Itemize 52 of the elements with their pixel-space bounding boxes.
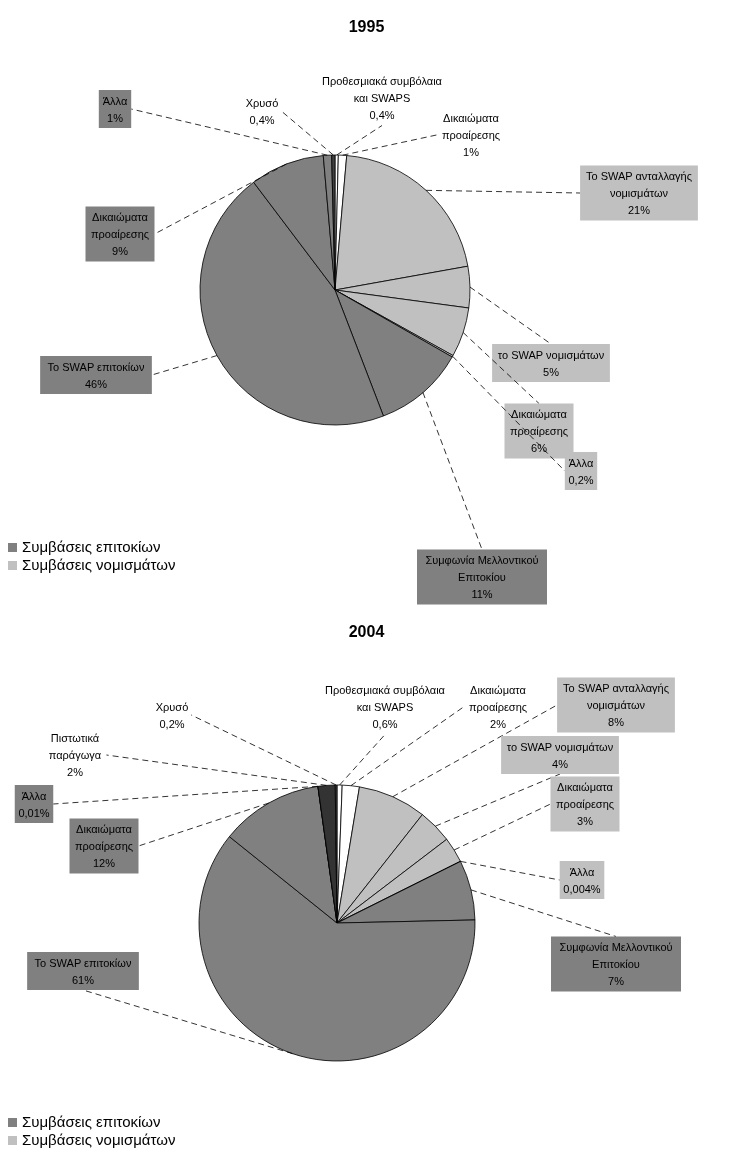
- text: Συμβάσεις επιτοκίων: [22, 1113, 161, 1130]
- data-label: 8%: [608, 716, 625, 728]
- slice-label: Άλλα: [569, 865, 595, 878]
- slice-label: Δικαιώματα προαίρεσης: [509, 408, 569, 437]
- slice-label: Άλλα: [568, 456, 594, 469]
- slice-label: Προθεσμιακά συμβόλαια και SWAPS: [325, 684, 446, 713]
- data-label: 61%: [71, 973, 95, 986]
- data-label: 0,6%: [372, 718, 398, 730]
- slice-label: Συμφωνία Μελλοντικού Επιτοκίου: [425, 554, 539, 583]
- data-label: 0,2%: [159, 717, 185, 730]
- data-label: 6%: [531, 442, 548, 454]
- data-label: 0,4%: [249, 113, 275, 126]
- slice-label: Δικαιώματα προαίρεσης: [90, 211, 150, 240]
- data-label: 11%: [471, 588, 493, 600]
- data-label: 0,01%: [18, 806, 50, 819]
- data-label: 1%: [107, 111, 124, 124]
- data-label: 0,4%: [369, 109, 395, 121]
- slice-label: το SWAP νομισμάτων: [506, 740, 614, 753]
- slice-label: Προθεσμιακά συμβόλαια και SWAPS: [322, 75, 443, 104]
- slice-label: Δικαιώματα προαίρεσης: [468, 684, 528, 713]
- slice-label: Το SWAP επιτοκίων: [34, 956, 132, 969]
- text: Συμβάσεις επιτοκίων: [22, 538, 161, 555]
- slice-label: Δικαιώματα προαίρεσης: [441, 112, 501, 141]
- text: Συμβάσεις νομισμάτων: [22, 556, 176, 573]
- data-label: 1%: [463, 146, 480, 158]
- data-label: 21%: [627, 204, 651, 216]
- slice-label: Δικαιώματα προαίρεσης: [555, 781, 615, 810]
- slice-label: Το SWAP επιτοκίων: [47, 360, 145, 373]
- data-label: 9%: [112, 245, 129, 257]
- data-label: 2%: [490, 718, 507, 730]
- data-label: 2%: [67, 766, 84, 778]
- chart-title: 2004: [347, 623, 386, 641]
- data-label: 0,004%: [563, 882, 601, 895]
- data-label: 3%: [577, 815, 594, 827]
- slice-label: Συμφωνία Μελλοντικού Επιτοκίου: [559, 941, 673, 970]
- slice-label: Πιστωτικά παράγωγα: [48, 732, 102, 761]
- data-label: 46%: [84, 377, 108, 390]
- slice-label: Χρυσό: [245, 96, 279, 109]
- slice-label: Χρυσό: [155, 700, 189, 713]
- data-label: 4%: [552, 757, 569, 770]
- slice-label: Το SWAP ανταλλαγής νομισμάτων: [585, 170, 693, 199]
- chart-title: 1995: [347, 18, 386, 36]
- data-label: 12%: [92, 857, 116, 869]
- slice-label: Άλλα: [21, 789, 47, 802]
- text: Συμβάσεις νομισμάτων: [22, 1131, 176, 1148]
- data-label: 5%: [543, 365, 560, 378]
- slice-label: Δικαιώματα προαίρεσης: [74, 823, 134, 852]
- data-label: 0,2%: [568, 473, 594, 486]
- data-label: 7%: [608, 975, 625, 987]
- slice-label: Άλλα: [102, 94, 128, 107]
- slice-label: το SWAP νομισμάτων: [497, 348, 605, 361]
- slice-label: Το SWAP ανταλλαγής νομισμάτων: [562, 682, 670, 711]
